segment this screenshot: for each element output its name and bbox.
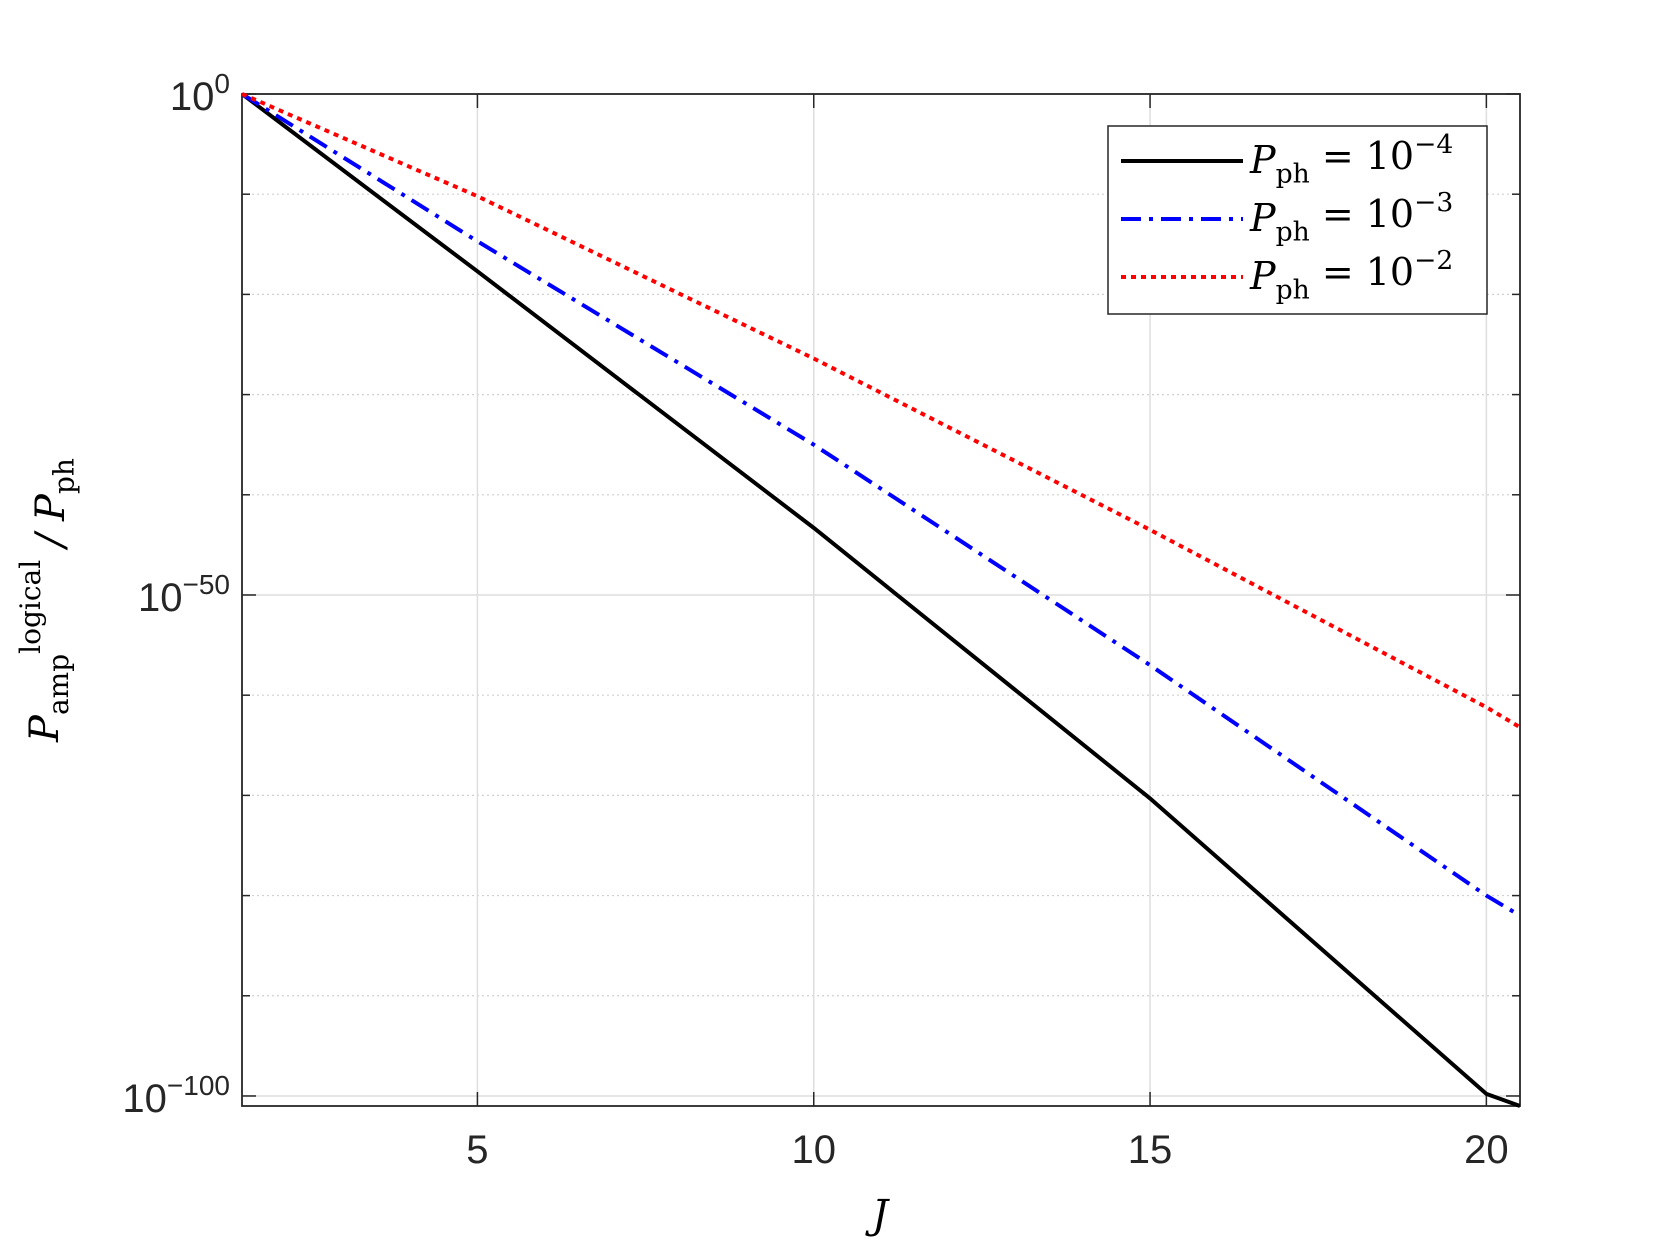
plot-frame xyxy=(241,93,1521,1107)
legend-label: Pph = 10−2 xyxy=(1249,245,1453,305)
legend-label: Pph = 10−3 xyxy=(1249,187,1453,247)
y-axis-label: Pamplogical / Pph xyxy=(14,458,81,743)
series-line xyxy=(242,92,1520,918)
series-line xyxy=(242,92,1520,1108)
x-tick-label: 15 xyxy=(1128,1128,1173,1172)
x-tick-label: 5 xyxy=(466,1128,488,1172)
x-tick-label: 10 xyxy=(791,1128,836,1172)
series-group xyxy=(242,92,1520,1108)
y-tick-label: 10−50 xyxy=(138,569,230,620)
y-tick-label: 100 xyxy=(170,68,230,119)
series-line xyxy=(242,92,1520,729)
x-tick-label: 20 xyxy=(1464,1128,1509,1172)
y-tick-label: 10−100 xyxy=(122,1070,230,1121)
legend-label: Pph = 10−4 xyxy=(1249,129,1453,189)
